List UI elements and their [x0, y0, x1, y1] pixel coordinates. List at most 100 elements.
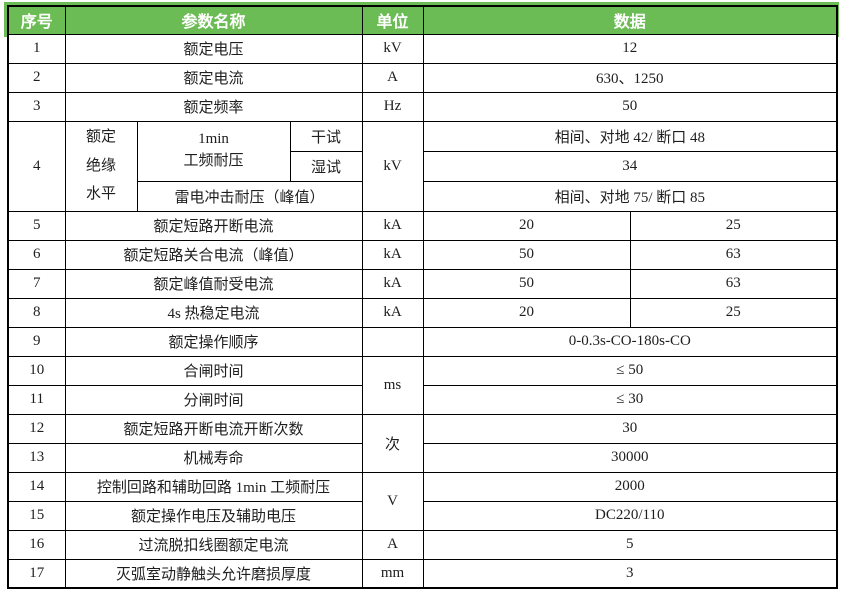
row-param: 分闸时间 — [64, 384, 363, 415]
row-unit: mm — [361, 558, 424, 589]
row-unit: A — [361, 62, 424, 93]
row-data: 30 — [422, 413, 838, 444]
row-param: 灭弧室动静触头允许磨损厚度 — [64, 558, 363, 589]
row-seq: 7 — [7, 268, 66, 299]
table-row: 15 额定操作电压及辅助电压 DC220/110 — [7, 500, 838, 531]
row-data: 0-0.3s-CO-180s-CO — [422, 326, 838, 357]
row-seq: 10 — [7, 355, 66, 386]
row-data: 34 — [422, 150, 838, 182]
dry-test-label: 干试 — [289, 120, 363, 152]
table-row: 9 额定操作顺序 0-0.3s-CO-180s-CO — [7, 326, 838, 357]
row-param: 额定峰值耐受电流 — [64, 268, 363, 299]
row-data: 3 — [422, 558, 838, 589]
row-data-1: 50 — [422, 239, 631, 270]
table-row-insulation-dry: 4 额定绝缘水平 1min 工频耐压 干试 kV 相间、对地 42/ 断口 48 — [7, 120, 838, 212]
row-data-1: 20 — [422, 210, 631, 241]
row-seq: 17 — [7, 558, 66, 589]
row-param: 过流脱扣线圈额定电流 — [64, 529, 363, 560]
row-param: 控制回路和辅助回路 1min 工频耐压 — [64, 471, 363, 502]
table-row: 13 机械寿命 30000 — [7, 442, 838, 473]
header-data: 数据 — [422, 5, 838, 35]
row-unit: kA — [361, 268, 424, 299]
row-unit — [361, 326, 424, 357]
table-row: 12 额定短路开断电流开断次数 次 30 — [7, 413, 838, 473]
table-row-insulation-wet: 湿试 34 — [8, 150, 838, 182]
row-seq: 5 — [7, 210, 66, 241]
header-param: 参数名称 — [64, 5, 363, 35]
row-data: 50 — [422, 91, 838, 122]
table-row: 1 额定电压 kV 12 — [7, 33, 838, 64]
row-data-2: 63 — [629, 239, 838, 270]
row-param: 额定电流 — [64, 62, 363, 93]
table-row: 7 额定峰值耐受电流 kA 50 63 — [7, 268, 838, 299]
row-data: 12 — [422, 33, 838, 64]
row-unit: V — [361, 471, 424, 531]
table-row: 11 分闸时间 ≤ 30 — [7, 384, 838, 415]
insulation-level-label: 额定绝缘水平 — [85, 129, 116, 203]
row-data: 2000 — [422, 471, 838, 502]
row-unit: ms — [361, 355, 424, 415]
row-unit: 次 — [361, 413, 424, 473]
row-seq: 4 — [7, 120, 66, 212]
row-group-label: 额定绝缘水平 — [64, 120, 138, 212]
row-seq: 16 — [7, 529, 66, 560]
table-row: 17 灭弧室动静触头允许磨损厚度 mm 3 — [7, 558, 838, 589]
row-seq: 12 — [7, 413, 66, 444]
row-unit: Hz — [361, 91, 424, 122]
row-unit: kA — [361, 239, 424, 270]
row-seq: 11 — [7, 384, 66, 415]
row-data: 相间、对地 42/ 断口 48 — [422, 120, 838, 152]
row-data-2: 63 — [629, 268, 838, 299]
row-param: 额定短路开断电流 — [64, 210, 363, 241]
row-data: 630、1250 — [422, 62, 838, 93]
row-param: 额定短路开断电流开断次数 — [64, 413, 363, 444]
table-row: 3 额定频率 Hz 50 — [7, 91, 838, 122]
table-row: 8 4s 热稳定电流 kA 20 25 — [7, 297, 838, 328]
table-row: 10 合闸时间 ms ≤ 50 — [7, 355, 838, 415]
row-param: 机械寿命 — [64, 442, 363, 473]
row-data: ≤ 30 — [422, 384, 838, 415]
table-row: 5 额定短路开断电流 kA 20 25 — [7, 210, 838, 241]
row-seq: 15 — [7, 500, 66, 531]
row-seq: 8 — [7, 297, 66, 328]
row-seq: 1 — [7, 33, 66, 64]
row-param: 4s 热稳定电流 — [64, 297, 363, 328]
row-param: 额定操作电压及辅助电压 — [64, 500, 363, 531]
row-seq: 9 — [7, 326, 66, 357]
row-data: ≤ 50 — [422, 355, 838, 386]
row-data-1: 50 — [422, 268, 631, 299]
row-seq: 3 — [7, 91, 66, 122]
row-data-2: 25 — [629, 297, 838, 328]
row-seq: 2 — [7, 62, 66, 93]
row-unit: kA — [361, 210, 424, 241]
table-row: 14 控制回路和辅助回路 1min 工频耐压 V 2000 — [7, 471, 838, 531]
row-data: 相间、对地 75/ 断口 85 — [422, 180, 838, 212]
parameter-spec-table: 序号 参数名称 单位 数据 1 额定电压 kV 12 2 额定电流 A 630、… — [7, 5, 839, 589]
row-param: 合闸时间 — [64, 355, 363, 386]
table-row: 6 额定短路关合电流（峰值） kA 50 63 — [7, 239, 838, 270]
row-data: DC220/110 — [422, 500, 838, 531]
table-row: 2 额定电流 A 630、1250 — [7, 62, 838, 93]
table-row-insulation-impulse: 雷电冲击耐压（峰值） 相间、对地 75/ 断口 85 — [8, 180, 838, 212]
spec-table-wrap: 序号 参数名称 单位 数据 1 额定电压 kV 12 2 额定电流 A 630、… — [4, 2, 839, 589]
row-seq: 6 — [7, 239, 66, 270]
row-data-1: 20 — [422, 297, 631, 328]
row-data-2: 25 — [629, 210, 838, 241]
row-data: 5 — [422, 529, 838, 560]
row-unit: kV — [361, 120, 424, 212]
power-frequency-withstand-label: 1min 工频耐压 — [136, 120, 291, 182]
row-unit: A — [361, 529, 424, 560]
table-row: 16 过流脱扣线圈额定电流 A 5 — [7, 529, 838, 560]
freq-line2: 工频耐压 — [183, 153, 244, 169]
row-unit: kA — [361, 297, 424, 328]
row-param: 额定操作顺序 — [64, 326, 363, 357]
wet-test-label: 湿试 — [289, 150, 363, 182]
freq-line1: 1min — [198, 131, 229, 148]
row-seq: 13 — [7, 442, 66, 473]
header-row: 序号 参数名称 单位 数据 — [7, 5, 838, 35]
header-seq: 序号 — [7, 5, 66, 35]
row-unit: kV — [361, 33, 424, 64]
row-param: 额定电压 — [64, 33, 363, 64]
row-param: 额定短路关合电流（峰值） — [64, 239, 363, 270]
row-data: 30000 — [422, 442, 838, 473]
